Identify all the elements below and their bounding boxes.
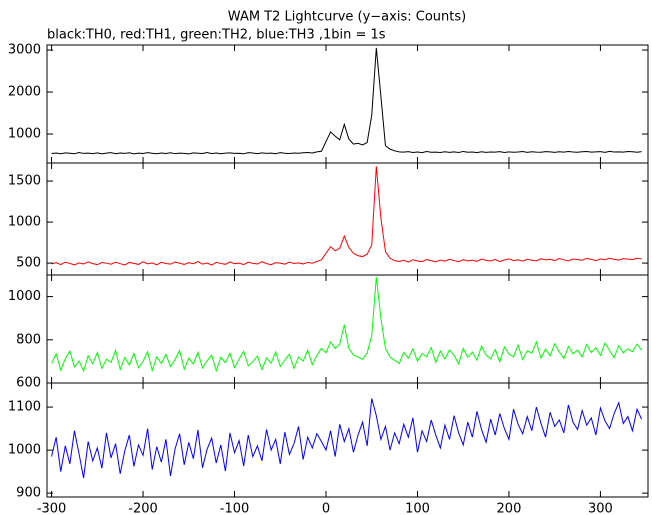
lightcurve <box>51 277 642 373</box>
panel-frame <box>46 44 649 164</box>
panel-frame <box>46 274 649 384</box>
y-tick-label: 900 <box>16 486 41 501</box>
y-tick-label: 1500 <box>8 174 41 189</box>
y-tick-label: 1100 <box>8 400 41 415</box>
y-tick-label: 1000 <box>8 215 41 230</box>
x-tick-label: -200 <box>128 502 158 515</box>
panel-frame <box>46 162 649 276</box>
y-tick-label: 2000 <box>8 85 41 100</box>
chart-title: WAM T2 Lightcurve (y−axis: Counts) <box>228 10 466 25</box>
y-tick-label: 1000 <box>8 443 41 458</box>
lightcurve <box>51 398 643 479</box>
y-tick-label: 1000 <box>8 289 41 304</box>
lightcurve <box>51 166 642 266</box>
x-tick-label: 0 <box>322 502 330 515</box>
y-tick-label: 3000 <box>8 43 41 58</box>
lightcurve <box>51 47 642 155</box>
x-tick-label: 200 <box>497 502 522 515</box>
x-tick-label: 100 <box>405 502 430 515</box>
y-tick-label: 800 <box>16 332 41 347</box>
y-tick-label: 1000 <box>8 127 41 142</box>
y-tick-label: 500 <box>16 256 41 271</box>
x-tick-label: -100 <box>220 502 250 515</box>
panel-frame <box>46 382 649 498</box>
y-tick-label: 600 <box>16 376 41 391</box>
x-tick-label: 300 <box>588 502 613 515</box>
chart-subtitle: black:TH0, red:TH1, green:TH2, blue:TH3 … <box>47 28 386 43</box>
x-tick-label: -300 <box>37 502 67 515</box>
